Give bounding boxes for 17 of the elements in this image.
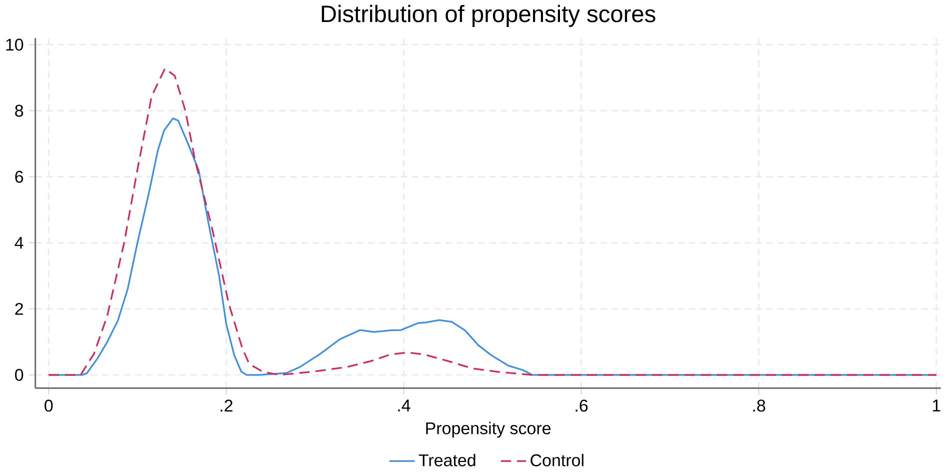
y-tick-label: 8 <box>15 104 24 117</box>
x-tick-label: .2 <box>220 400 232 412</box>
y-tick-label: 2 <box>15 302 23 315</box>
y-tick-label: 6 <box>15 170 24 183</box>
y-tick-label: 4 <box>14 236 24 249</box>
x-tick-label: 0 <box>44 400 53 412</box>
y-tick-label: 10 <box>6 38 24 51</box>
x-tick-label: .6 <box>576 400 588 412</box>
x-tick-label: .4 <box>398 400 410 412</box>
x-tick-label: .8 <box>753 400 766 412</box>
x-axis-title: Propensity score <box>426 422 551 438</box>
legend-label: Control <box>530 454 584 466</box>
chart-title: Distribution of propensity scores <box>322 4 656 27</box>
line-series <box>48 68 938 376</box>
x-tick-label: 1 <box>932 400 940 412</box>
legend-label: Treated <box>418 454 476 466</box>
y-tick-label: 0 <box>15 368 24 381</box>
